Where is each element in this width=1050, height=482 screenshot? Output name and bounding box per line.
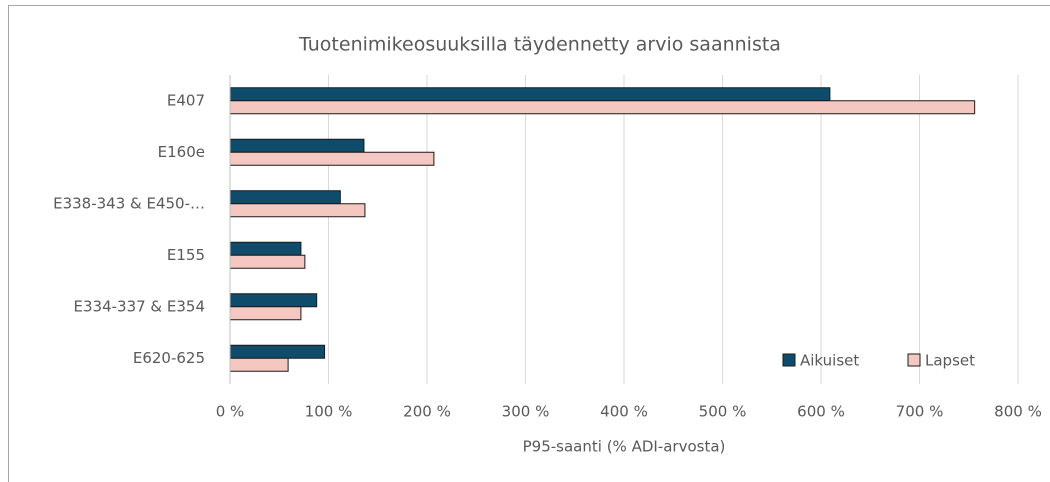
y-tick-label: E338-343 & E450-… xyxy=(53,194,205,212)
bar xyxy=(229,151,435,166)
bar xyxy=(229,87,831,102)
bar xyxy=(229,306,302,321)
legend-swatch xyxy=(782,353,796,367)
y-tick-label: E620-625 xyxy=(133,349,205,367)
y-tick-label: E160e xyxy=(158,143,205,161)
bar xyxy=(229,203,366,218)
y-tick-label: E155 xyxy=(167,246,205,264)
x-tick-label: 500 % xyxy=(699,403,747,421)
bar xyxy=(229,190,341,205)
bar xyxy=(229,293,318,308)
x-tick-label: 0 % xyxy=(216,403,245,421)
bar xyxy=(229,254,306,269)
x-tick-label: 200 % xyxy=(403,403,451,421)
legend-label: Lapset xyxy=(925,352,975,370)
chart-border xyxy=(8,5,1050,482)
bar xyxy=(229,344,326,359)
y-tick-label: E407 xyxy=(167,91,205,109)
x-tick-label: 100 % xyxy=(305,403,353,421)
chart-title: Tuotenimikeosuuksilla täydennetty arvio … xyxy=(298,34,781,56)
x-tick-label: 700 % xyxy=(896,403,944,421)
x-tick-label: 600 % xyxy=(797,403,845,421)
legend-label: Aikuiset xyxy=(800,352,859,370)
bar xyxy=(229,138,365,153)
x-tick-label: 400 % xyxy=(600,403,648,421)
bar xyxy=(229,100,976,115)
legend-swatch xyxy=(907,353,921,367)
x-tick-label: 800 % xyxy=(994,403,1042,421)
x-tick-label: 300 % xyxy=(502,403,550,421)
bar xyxy=(229,241,302,256)
bar xyxy=(229,357,289,372)
y-tick-label: E334-337 & E354 xyxy=(74,297,206,315)
x-axis-title: P95-saanti (% ADI-arvosta) xyxy=(523,438,726,456)
